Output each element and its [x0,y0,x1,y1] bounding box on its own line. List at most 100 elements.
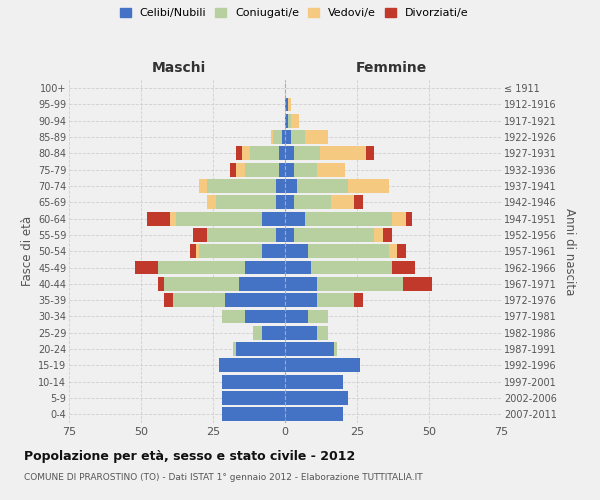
Bar [397,244,406,258]
Bar [219,358,285,372]
Bar [293,196,331,209]
Bar [331,196,354,209]
Bar [207,196,216,209]
Bar [320,146,365,160]
Bar [239,277,285,291]
Bar [392,212,406,226]
Bar [245,163,279,176]
Bar [135,260,158,274]
Bar [236,342,285,356]
Bar [262,244,285,258]
Bar [216,196,277,209]
Bar [207,179,277,193]
Legend: Celibi/Nubili, Coniugati/e, Vedovi/e, Divorziati/e: Celibi/Nubili, Coniugati/e, Vedovi/e, Di… [118,6,470,20]
Bar [334,342,337,356]
Bar [288,114,291,128]
Bar [221,310,245,324]
Bar [158,260,245,274]
Bar [392,260,415,274]
Bar [262,212,285,226]
Bar [282,130,285,144]
Bar [305,130,328,144]
Bar [277,179,285,193]
Bar [250,146,279,160]
Bar [285,391,349,405]
Bar [224,293,285,307]
Bar [285,130,291,144]
Text: Femmine: Femmine [356,61,427,75]
Bar [199,244,262,258]
Bar [245,310,285,324]
Bar [285,375,343,388]
Bar [147,212,170,226]
Bar [285,277,317,291]
Bar [293,163,317,176]
Bar [164,293,173,307]
Bar [308,310,328,324]
Bar [199,179,207,193]
Bar [230,163,236,176]
Bar [285,358,360,372]
Text: COMUNE DI PRAROSTINO (TO) - Dati ISTAT 1° gennaio 2012 - Elaborazione TUTTITALIA: COMUNE DI PRAROSTINO (TO) - Dati ISTAT 1… [24,472,422,482]
Bar [262,326,285,340]
Bar [293,146,320,160]
Bar [193,228,207,242]
Bar [173,293,224,307]
Bar [308,244,389,258]
Bar [196,244,199,258]
Text: Popolazione per età, sesso e stato civile - 2012: Popolazione per età, sesso e stato civil… [24,450,355,463]
Bar [285,310,308,324]
Bar [271,130,274,144]
Bar [293,228,374,242]
Bar [221,391,285,405]
Bar [374,228,383,242]
Bar [277,228,285,242]
Bar [274,130,282,144]
Bar [389,244,397,258]
Bar [349,179,389,193]
Bar [279,146,285,160]
Bar [354,293,363,307]
Bar [285,163,293,176]
Bar [317,326,328,340]
Bar [285,114,288,128]
Bar [190,244,196,258]
Bar [383,228,392,242]
Bar [354,196,363,209]
Bar [285,244,308,258]
Bar [365,146,374,160]
Bar [285,196,293,209]
Bar [288,98,291,112]
Bar [305,212,392,226]
Bar [296,179,349,193]
Bar [176,212,262,226]
Bar [285,326,317,340]
Bar [285,179,296,193]
Bar [279,163,285,176]
Bar [317,277,403,291]
Bar [317,293,354,307]
Bar [158,277,164,291]
Bar [236,146,242,160]
Bar [311,260,392,274]
Bar [253,326,262,340]
Bar [242,146,250,160]
Bar [285,260,311,274]
Bar [291,114,299,128]
Bar [317,163,346,176]
Bar [285,408,343,422]
Bar [221,408,285,422]
Bar [285,98,288,112]
Bar [406,212,412,226]
Y-axis label: Fasce di età: Fasce di età [20,216,34,286]
Bar [221,375,285,388]
Bar [291,130,305,144]
Text: Maschi: Maschi [151,61,206,75]
Bar [277,196,285,209]
Bar [245,260,285,274]
Bar [285,212,305,226]
Bar [170,212,176,226]
Bar [285,146,293,160]
Bar [164,277,239,291]
Bar [285,293,317,307]
